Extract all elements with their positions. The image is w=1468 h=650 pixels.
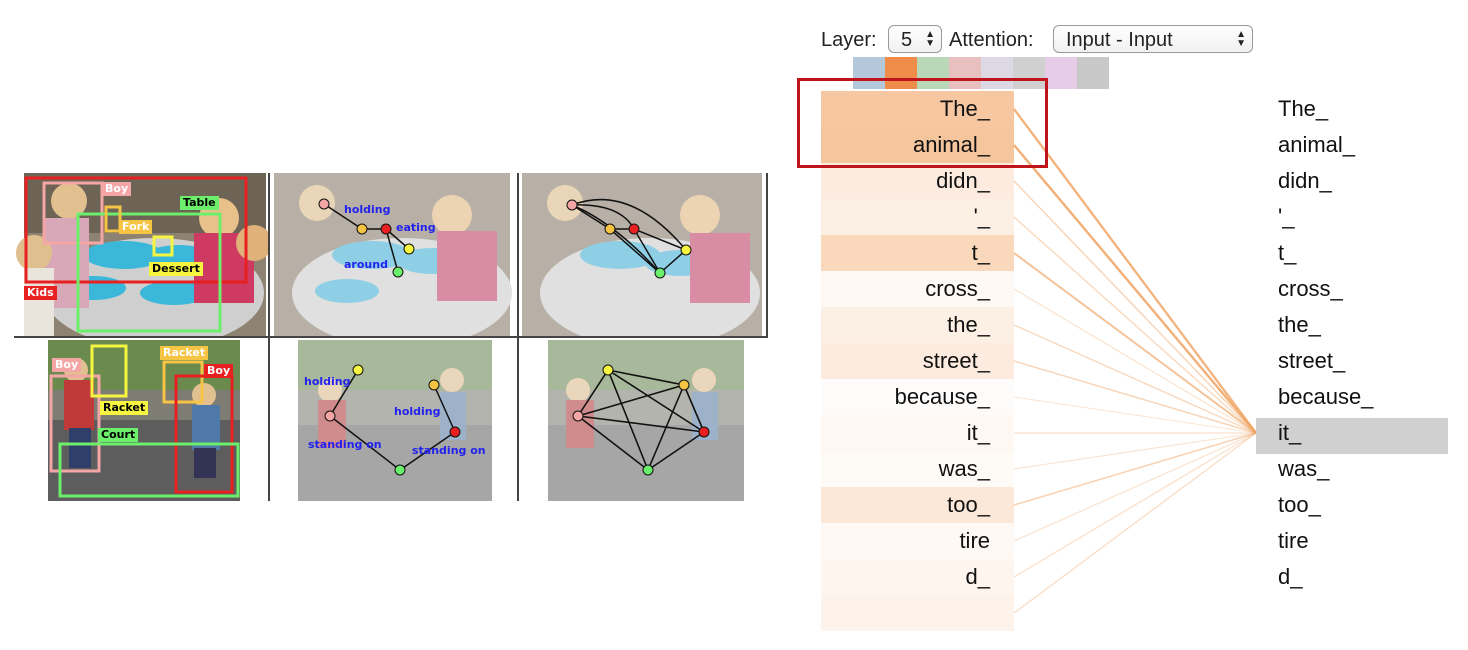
relation-holding: holding bbox=[394, 405, 441, 418]
target-token[interactable]: The_ bbox=[1278, 96, 1329, 121]
box-label-boy: Boy bbox=[204, 364, 234, 378]
relation-around: around bbox=[344, 258, 388, 271]
source-token[interactable]: animal_ bbox=[821, 127, 1014, 163]
target-token[interactable]: because_ bbox=[1278, 384, 1374, 409]
row2-attention-graph-panel bbox=[520, 340, 764, 501]
attention-line bbox=[1013, 432, 1257, 470]
attention-line bbox=[1013, 324, 1257, 434]
boys-court-graph-photo bbox=[548, 340, 744, 501]
grid-divider-horizontal bbox=[14, 336, 768, 338]
row1-scene-graph-panel: holding eating around bbox=[272, 173, 512, 336]
attention-line bbox=[1013, 180, 1257, 434]
box-label-racket: Racket bbox=[100, 401, 149, 415]
source-token[interactable]: The_ bbox=[821, 91, 1014, 127]
relation-holding: holding bbox=[344, 203, 391, 216]
source-token[interactable]: didn_ bbox=[821, 163, 1014, 199]
stepper-arrows-icon: ▲ ▼ bbox=[925, 29, 935, 49]
relation-standing-on: standing on bbox=[412, 444, 486, 457]
attention-line bbox=[1013, 216, 1257, 434]
selected-token-highlight bbox=[1256, 418, 1448, 454]
attention-line bbox=[1013, 432, 1257, 578]
source-token[interactable]: was_ bbox=[821, 451, 1014, 487]
target-token[interactable]: tire bbox=[1278, 528, 1309, 553]
target-token[interactable]: street_ bbox=[1278, 348, 1346, 373]
grid-divider-vertical bbox=[766, 173, 768, 336]
attention-line bbox=[1013, 432, 1257, 542]
target-token[interactable]: '_ bbox=[1278, 204, 1295, 229]
target-token[interactable]: didn_ bbox=[1278, 168, 1332, 193]
box-label-boy: Boy bbox=[52, 358, 82, 372]
target-token[interactable]: the_ bbox=[1278, 312, 1321, 337]
source-token[interactable]: cross_ bbox=[821, 271, 1014, 307]
target-token[interactable]: cross_ bbox=[1278, 276, 1343, 301]
grid-divider-vertical bbox=[268, 173, 270, 501]
box-label-dessert: Dessert bbox=[149, 262, 203, 276]
attention-line bbox=[1013, 252, 1257, 434]
box-label-boy: Boy bbox=[102, 182, 132, 196]
head-swatch[interactable] bbox=[981, 57, 1013, 89]
relation-eating: eating bbox=[396, 221, 436, 234]
row2-detection-panel: Boy Racket Boy Racket Court bbox=[14, 340, 268, 501]
source-token[interactable]: '_ bbox=[821, 199, 1014, 235]
box-label-kids: Kids bbox=[24, 286, 57, 300]
row2-scene-graph-panel: holding holding standing on standing on bbox=[272, 340, 512, 501]
attention-label: Attention: bbox=[949, 29, 1034, 51]
attention-line bbox=[1013, 360, 1257, 434]
target-token[interactable]: was_ bbox=[1278, 456, 1330, 481]
source-token[interactable]: because_ bbox=[821, 379, 1014, 415]
kids-table-photo bbox=[16, 173, 268, 336]
head-swatch[interactable] bbox=[1045, 57, 1077, 89]
scene-graph-figure: Boy Table Fork Dessert Kids holding e bbox=[14, 173, 768, 501]
box-label-fork: Fork bbox=[119, 220, 153, 234]
attention-line bbox=[1013, 432, 1257, 506]
head-swatch[interactable] bbox=[1013, 57, 1045, 89]
layer-select[interactable]: 5 ▲ ▼ bbox=[888, 25, 942, 53]
box-label-court: Court bbox=[98, 428, 139, 442]
highlight-box bbox=[797, 78, 1048, 168]
head-swatch[interactable] bbox=[853, 57, 885, 89]
source-token[interactable]: tire bbox=[821, 523, 1014, 559]
head-swatch[interactable] bbox=[917, 57, 949, 89]
box-label-racket: Racket bbox=[160, 346, 209, 360]
source-token[interactable]: street_ bbox=[821, 343, 1014, 379]
head-swatch[interactable] bbox=[885, 57, 917, 89]
head-swatch[interactable] bbox=[949, 57, 981, 89]
attention-line bbox=[1013, 108, 1257, 434]
target-token[interactable]: t_ bbox=[1278, 240, 1297, 265]
source-token[interactable]: the_ bbox=[821, 307, 1014, 343]
attention-value: Input - Input bbox=[1066, 29, 1173, 51]
kids-table-faded-photo bbox=[274, 173, 512, 336]
attention-select[interactable]: Input - Input ▲ ▼ bbox=[1053, 25, 1253, 53]
select-arrows-icon: ▲ ▼ bbox=[1236, 29, 1246, 49]
attention-line bbox=[1013, 144, 1257, 434]
layer-value: 5 bbox=[901, 29, 913, 51]
target-token[interactable]: it_ bbox=[1278, 420, 1302, 445]
row1-attention-graph-panel bbox=[520, 173, 764, 336]
attention-line bbox=[1013, 432, 1257, 614]
source-token[interactable]: d_ bbox=[821, 559, 1014, 595]
source-token[interactable]: too_ bbox=[821, 487, 1014, 523]
source-token[interactable]: t_ bbox=[821, 235, 1014, 271]
row1-detection-panel: Boy Table Fork Dessert Kids bbox=[14, 173, 268, 336]
relation-standing-on: standing on bbox=[308, 438, 382, 451]
kids-table-graph-photo bbox=[522, 173, 762, 336]
source-token[interactable]: it_ bbox=[821, 415, 1014, 451]
relation-holding: holding bbox=[304, 375, 351, 388]
attention-line bbox=[1013, 288, 1257, 434]
target-token[interactable]: too_ bbox=[1278, 492, 1321, 517]
boys-court-faded-photo bbox=[298, 340, 492, 501]
layer-label: Layer: bbox=[821, 29, 877, 51]
box-label-table: Table bbox=[180, 196, 219, 210]
target-token[interactable]: d_ bbox=[1278, 564, 1303, 589]
source-token[interactable] bbox=[821, 595, 1014, 631]
attention-line bbox=[1013, 396, 1257, 434]
grid-divider-vertical bbox=[517, 173, 519, 501]
head-swatch[interactable] bbox=[1077, 57, 1109, 89]
target-token[interactable]: animal_ bbox=[1278, 132, 1356, 157]
